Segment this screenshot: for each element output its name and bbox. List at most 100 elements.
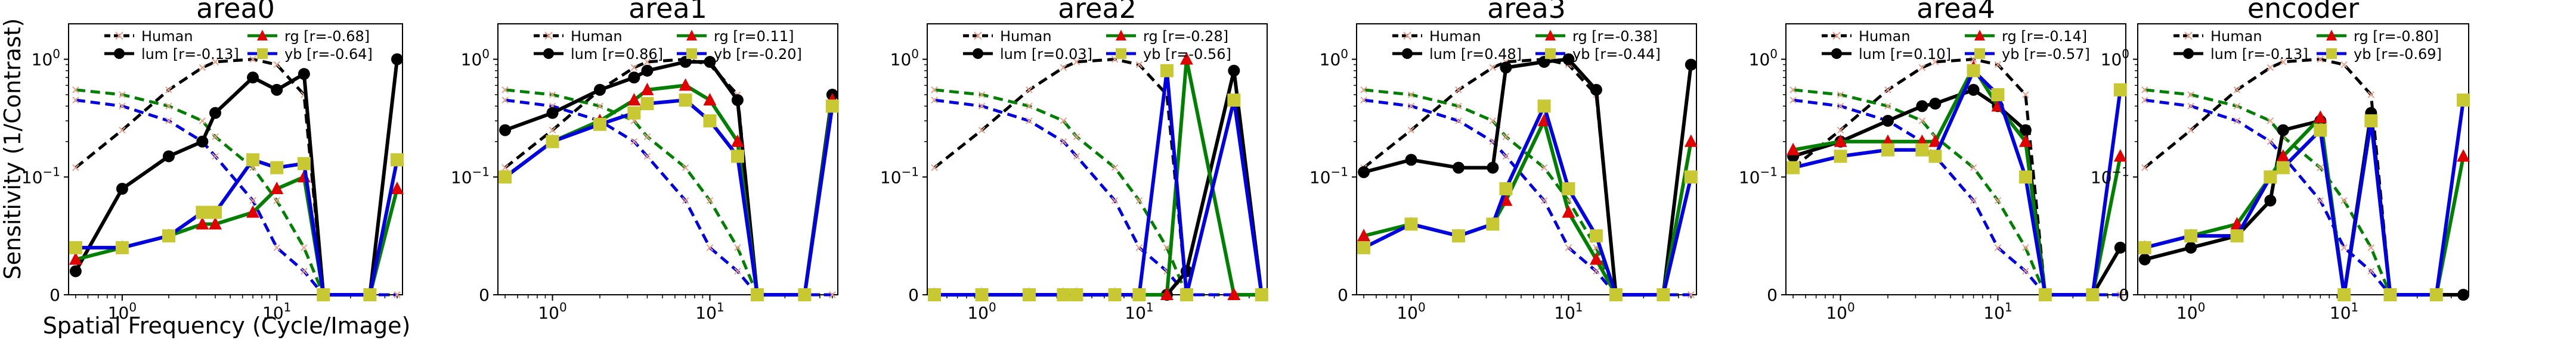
lum-point	[209, 107, 222, 119]
x-tick-exponent: 0	[1847, 300, 1855, 314]
human-marker	[1026, 86, 1033, 93]
human-marker	[734, 267, 741, 275]
human-marker	[1918, 64, 1926, 71]
lum-point	[1916, 100, 1928, 113]
yb-point	[1967, 64, 1980, 77]
human-marker	[1489, 64, 1497, 71]
human-marker	[2340, 244, 2348, 251]
legend-marker	[1403, 32, 1411, 40]
x-tick-exponent: 1	[2005, 300, 2012, 314]
yb-point	[2364, 114, 2378, 127]
rg-point	[2018, 134, 2032, 147]
human-marker	[1111, 164, 1119, 172]
legend-marker	[1116, 30, 1126, 40]
legend-label: rg [r=-0.80]	[2354, 28, 2439, 45]
human-marker	[1994, 197, 2002, 204]
human-marker	[931, 86, 938, 93]
human-marker	[72, 164, 79, 172]
human-marker	[1073, 152, 1080, 160]
human-marker	[1407, 91, 1415, 98]
x-tick-exponent: 1	[284, 300, 292, 314]
human-marker	[273, 197, 280, 204]
human-marker	[2022, 91, 2029, 98]
human-marker	[1565, 244, 1572, 251]
yb-point	[196, 205, 209, 219]
rg-point	[196, 217, 209, 230]
human-marker	[549, 126, 556, 134]
rg-point	[1787, 142, 1800, 155]
yb-point	[1589, 229, 1603, 243]
figure-xlabel: Spatial Frequency (Cycle/Image)	[43, 313, 411, 339]
legend-marker	[544, 32, 553, 40]
human-marker	[119, 91, 126, 98]
human-marker	[931, 164, 938, 172]
yb-point	[1132, 288, 1146, 301]
rg-point	[1357, 229, 1371, 242]
x-tick-label: 100	[2176, 300, 2205, 323]
yb-point	[1499, 182, 1513, 196]
human-marker	[2340, 61, 2348, 68]
lum-point	[2138, 253, 2151, 266]
rg-point	[2314, 110, 2327, 123]
legend-label: yb [r=-0.56]	[1143, 46, 1231, 63]
yb-point	[246, 153, 260, 167]
y-tick-label: 100	[461, 47, 490, 70]
human-marker	[1837, 102, 1844, 110]
human-marker	[1837, 91, 1844, 98]
legend-marker	[1402, 48, 1413, 59]
human-marker	[2267, 138, 2274, 145]
human-marker	[2267, 117, 2274, 124]
legend-marker	[1974, 30, 1985, 40]
y-tick-label: 100	[1320, 47, 1348, 70]
human-marker	[2367, 267, 2375, 275]
lum-point	[1500, 61, 1512, 74]
human-marker	[2233, 86, 2241, 93]
human-marker	[1489, 117, 1497, 124]
human-marker	[212, 133, 219, 141]
panel-title: encoder	[2247, 0, 2359, 24]
human-marker	[1455, 102, 1462, 110]
y-tick-label: 10−1	[451, 164, 490, 187]
yb-point	[928, 288, 942, 301]
human-marker	[1073, 133, 1080, 141]
x-tick-label: 101	[1554, 300, 1583, 323]
human-marker	[2317, 55, 2324, 63]
x-tick-exponent: 1	[1575, 300, 1583, 314]
human-marker	[249, 55, 256, 63]
human-marker	[630, 138, 638, 145]
yb-point	[1227, 93, 1241, 107]
y-tick-label: 0	[479, 285, 490, 305]
x-tick-exponent: 1	[2351, 300, 2359, 314]
human-marker	[1884, 86, 1891, 93]
rg-point	[730, 134, 744, 147]
rg-point	[270, 182, 284, 195]
x-tick-exponent: 0	[559, 300, 567, 314]
human-marker	[1360, 86, 1367, 93]
legend-marker	[2326, 30, 2337, 40]
yb-point	[1915, 143, 1929, 157]
x-tick-exponent: 1	[717, 300, 724, 314]
y-tick-label: 100	[1749, 47, 1778, 70]
lum-point	[1405, 154, 1417, 166]
human-marker	[165, 117, 172, 124]
human-marker	[1360, 96, 1367, 104]
plot-frame	[927, 23, 1268, 295]
x-tick-label: 101	[2330, 300, 2358, 323]
human-marker	[501, 96, 509, 104]
legend-marker	[543, 48, 554, 59]
yb-point	[1562, 182, 1575, 196]
human-marker	[501, 86, 509, 93]
human-marker	[1931, 58, 1939, 66]
legend-label: Human	[1429, 28, 1481, 45]
human-marker	[829, 291, 836, 298]
human-marker	[1837, 126, 1844, 134]
x-tick-exponent: 1	[1146, 300, 1154, 314]
human-marker	[501, 164, 509, 172]
yb-point	[115, 241, 129, 254]
yb-point	[1537, 99, 1551, 113]
yb-point	[162, 229, 175, 243]
y-tick-label: 100	[32, 47, 60, 70]
